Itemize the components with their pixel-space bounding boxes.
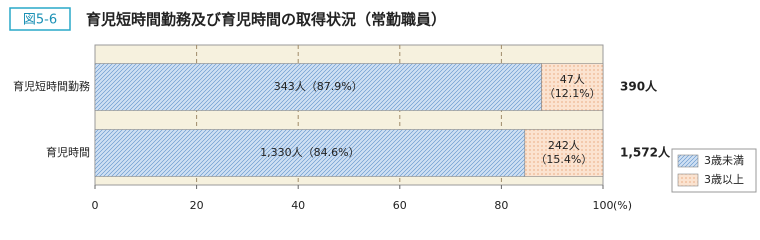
x-tick-label: 80 (494, 199, 508, 212)
category-label: 育児短時間勤務 (13, 79, 90, 93)
legend-label: 3歳未満 (704, 154, 744, 167)
figure-label: 図5-6 (23, 13, 57, 28)
x-tick-label: 0 (92, 199, 99, 212)
x-unit: (%) (613, 199, 632, 212)
bar-segment (541, 63, 604, 111)
total-label: 390人 (620, 79, 658, 94)
x-tick-label: 20 (190, 199, 204, 212)
legend-swatch (677, 173, 699, 187)
figure-label-box (9, 7, 71, 31)
value-label: 343人（87.9%） (274, 80, 363, 93)
total-label: 1,572人 (620, 145, 671, 160)
legend-label: 3歳以上 (704, 173, 744, 186)
value-label: 1,330人（84.6%） (260, 146, 359, 159)
category-label: 育児時間 (46, 145, 90, 159)
legend-swatch (677, 154, 699, 168)
x-tick-label: 40 (291, 199, 305, 212)
bar-segment (94, 129, 526, 177)
chart: 図5-6 育児短時間勤務及び育児時間の取得状況（常勤職員） 0 20 40 60 80 1… (9, 7, 757, 212)
x-tick-label: 60 (393, 199, 407, 212)
bar-segment (524, 129, 604, 177)
x-tick-label: 100 (593, 199, 614, 212)
bar-segment (94, 63, 542, 111)
value-label: 47人（12.1%） (544, 73, 601, 100)
value-label: 242人（15.4%） (535, 139, 592, 166)
chart-title: 育児短時間勤務及び育児時間の取得状況（常勤職員） (86, 11, 446, 29)
